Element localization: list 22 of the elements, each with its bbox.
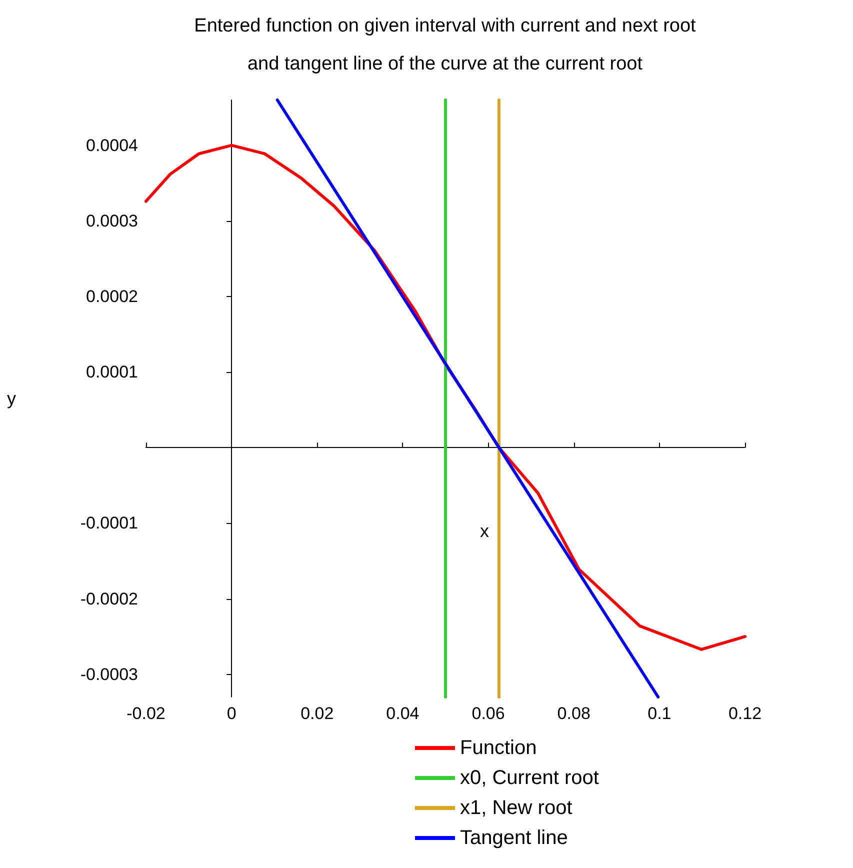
legend-label: x0, Current root — [460, 767, 600, 789]
chart-title: Entered function on given interval with current and next root and tangent line of the curve at the current root — [194, 16, 697, 74]
x-tick-label: 0.08 — [557, 704, 590, 723]
y-tick-label: -0.0003 — [80, 664, 138, 684]
y-tick-label: -0.0001 — [80, 514, 138, 533]
x-tick-label: 0.04 — [386, 704, 420, 723]
x-tick-label: 0.1 — [648, 704, 672, 723]
x-tick-label: 0.06 — [472, 704, 505, 723]
y-tick-label: 0.0002 — [86, 286, 138, 306]
y-tick-label: 0.0004 — [86, 136, 138, 155]
legend-label: Function — [460, 737, 537, 759]
x-tick-label: -0.02 — [126, 704, 166, 723]
legend-label: x1, New root — [460, 797, 573, 819]
y-tick-label: 0.0003 — [86, 211, 138, 230]
y-axis-title: y — [7, 388, 16, 408]
y-tick-label: 0.0001 — [86, 362, 138, 382]
x-axis-title: x — [480, 521, 489, 541]
y-tick-label: -0.0002 — [80, 589, 138, 608]
legend-label: Tangent line — [460, 827, 568, 849]
x-tick-label: 0 — [226, 704, 236, 723]
x-tick-label: 0.12 — [728, 704, 762, 723]
x-tick-label: 0.02 — [300, 704, 334, 723]
